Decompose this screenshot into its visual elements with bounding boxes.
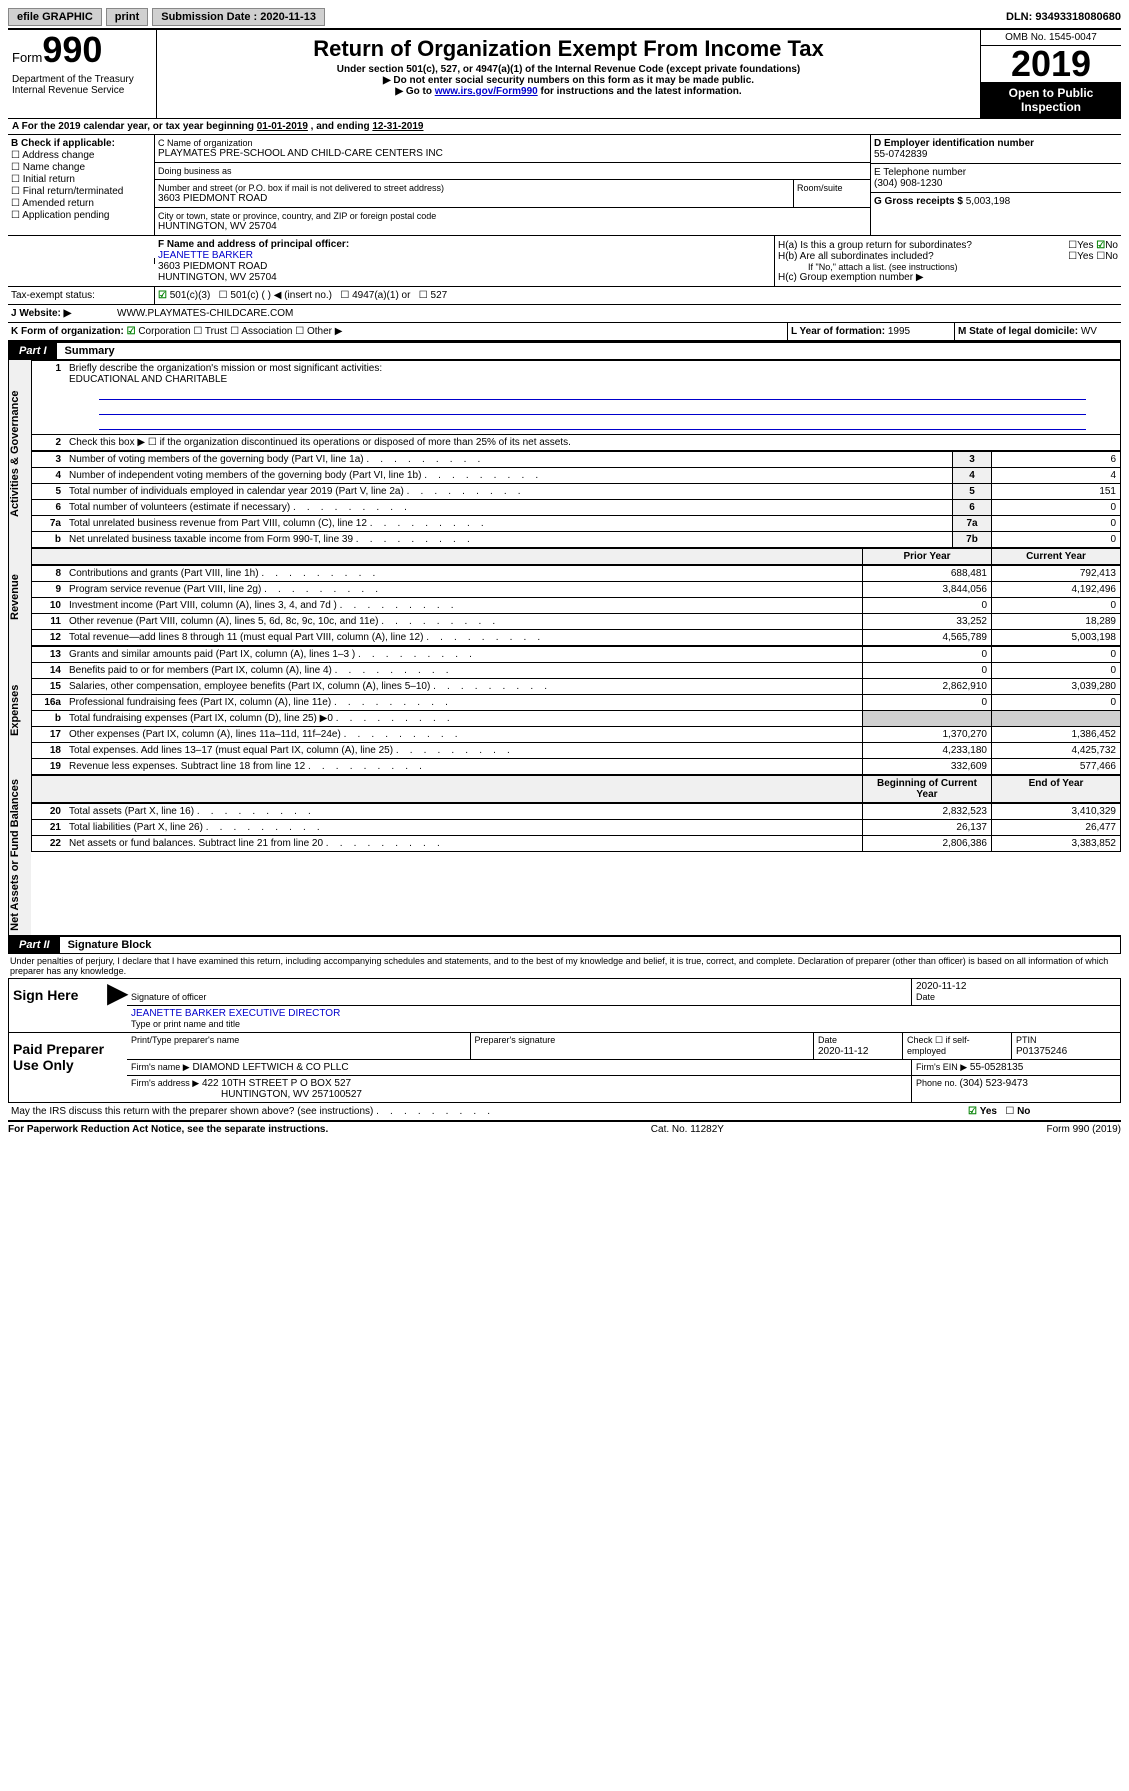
table-row: 21Total liabilities (Part X, line 26)26,… [32, 820, 1121, 836]
arrow-icon: ▶ [107, 979, 127, 1032]
table-row: 14Benefits paid to or for members (Part … [32, 663, 1121, 679]
h-b: H(b) Are all subordinates included? ☐Yes… [778, 251, 1118, 262]
table-row: 20Total assets (Part X, line 16)2,832,52… [32, 804, 1121, 820]
h-c: H(c) Group exemption number ▶ [778, 272, 1118, 283]
table-row: 11Other revenue (Part VIII, column (A), … [32, 614, 1121, 630]
phone: (304) 908-1230 [874, 178, 942, 189]
footer: For Paperwork Reduction Act Notice, see … [8, 1121, 1121, 1137]
officer-name: JEANETTE BARKER [158, 250, 253, 261]
tax-year: 2019 [981, 46, 1121, 82]
expenses-section: Expenses 13Grants and similar amounts pa… [8, 646, 1121, 775]
submission-date-button[interactable]: Submission Date : 2020-11-13 [152, 8, 325, 26]
box-f-h: F Name and address of principal officer:… [8, 236, 1121, 287]
sign-here-block: Sign Here ▶ Signature of officer 2020-11… [8, 978, 1121, 1033]
top-toolbar: efile GRAPHIC print Submission Date : 20… [8, 8, 1121, 30]
h-a: H(a) Is this a group return for subordin… [778, 240, 1118, 251]
activities-governance-section: Activities & Governance 1 Briefly descri… [8, 360, 1121, 548]
table-row: 7aTotal unrelated business revenue from … [32, 516, 1121, 532]
print-button[interactable]: print [106, 8, 148, 26]
penalty-statement: Under penalties of perjury, I declare th… [8, 954, 1121, 978]
box-d-e-g: D Employer identification number 55-0742… [871, 135, 1121, 235]
table-row: 4Number of independent voting members of… [32, 468, 1121, 484]
paid-preparer-block: Paid Preparer Use Only Print/Type prepar… [8, 1033, 1121, 1103]
revenue-section: Revenue Prior Year Current Year 8Contrib… [8, 548, 1121, 646]
tax-period: A For the 2019 calendar year, or tax yea… [8, 119, 1121, 135]
part-2-header: Part II Signature Block [8, 935, 1121, 954]
form-title: Return of Organization Exempt From Incom… [161, 36, 976, 62]
check-application-pending[interactable]: ☐ Application pending [11, 210, 151, 221]
net-assets-section: Net Assets or Fund Balances Beginning of… [8, 775, 1121, 935]
table-row: 15Salaries, other compensation, employee… [32, 679, 1121, 695]
firm-name: DIAMOND LEFTWICH & CO PLLC [192, 1062, 348, 1073]
table-row: 10Investment income (Part VIII, column (… [32, 598, 1121, 614]
form-header: Form990 Department of the Treasury Inter… [8, 30, 1121, 119]
table-row: 6Total number of volunteers (estimate if… [32, 500, 1121, 516]
table-row: 8Contributions and grants (Part VIII, li… [32, 566, 1121, 582]
table-row: 19Revenue less expenses. Subtract line 1… [32, 759, 1121, 775]
table-row: 16aProfessional fundraising fees (Part I… [32, 695, 1121, 711]
k-l-m-row: K Form of organization: ☑ Corporation ☐ … [8, 323, 1121, 341]
officer-name-title: JEANETTE BARKER EXECUTIVE DIRECTOR [131, 1008, 340, 1019]
tax-exempt-row: Tax-exempt status: ☑ 501(c)(3) ☐ 501(c) … [8, 287, 1121, 305]
department: Department of the Treasury Internal Reve… [12, 66, 152, 96]
table-row: 5Total number of individuals employed in… [32, 484, 1121, 500]
mission-text: EDUCATIONAL AND CHARITABLE [69, 374, 227, 385]
submission-date: 2020-11-13 [260, 11, 316, 23]
check-final-return[interactable]: ☐ Final return/terminated [11, 186, 151, 197]
table-row: 13Grants and similar amounts paid (Part … [32, 647, 1121, 663]
check-amended[interactable]: ☐ Amended return [11, 198, 151, 209]
table-row: 17Other expenses (Part IX, column (A), l… [32, 727, 1121, 743]
check-address-change[interactable]: ☐ Address change [11, 150, 151, 161]
table-row: 3Number of voting members of the governi… [32, 452, 1121, 468]
table-row: bNet unrelated business taxable income f… [32, 532, 1121, 548]
note-1: ▶ Do not enter social security numbers o… [161, 75, 976, 86]
form-number: Form990 [12, 34, 152, 66]
table-row: 9Program service revenue (Part VIII, lin… [32, 582, 1121, 598]
discuss-row: May the IRS discuss this return with the… [8, 1103, 1121, 1121]
form-subtitle: Under section 501(c), 527, or 4947(a)(1)… [161, 64, 976, 75]
check-initial-return[interactable]: ☐ Initial return [11, 174, 151, 185]
part-1-header: Part I Summary [8, 341, 1121, 360]
table-row: 18Total expenses. Add lines 13–17 (must … [32, 743, 1121, 759]
website-row: J Website: ▶ WWW.PLAYMATES-CHILDCARE.COM [8, 305, 1121, 323]
box-c: C Name of organization PLAYMATES PRE-SCH… [155, 135, 871, 235]
table-row: bTotal fundraising expenses (Part IX, co… [32, 711, 1121, 727]
org-name: PLAYMATES PRE-SCHOOL AND CHILD-CARE CENT… [158, 148, 867, 159]
check-name-change[interactable]: ☐ Name change [11, 162, 151, 173]
dln: DLN: 93493318080680 [1006, 11, 1121, 23]
submission-label: Submission Date : [161, 11, 260, 23]
note-2: ▶ Go to www.irs.gov/Form990 for instruct… [161, 86, 976, 97]
box-b: B Check if applicable: ☐ Address change … [8, 135, 155, 235]
table-row: 22Net assets or fund balances. Subtract … [32, 836, 1121, 852]
gross-receipts: 5,003,198 [966, 196, 1011, 207]
efile-button[interactable]: efile GRAPHIC [8, 8, 102, 26]
instructions-link[interactable]: www.irs.gov/Form990 [435, 86, 538, 97]
table-row: 12Total revenue—add lines 8 through 11 (… [32, 630, 1121, 646]
open-to-public: Open to Public Inspection [981, 82, 1121, 118]
org-city: HUNTINGTON, WV 25704 [158, 221, 867, 232]
website-value: WWW.PLAYMATES-CHILDCARE.COM [114, 305, 296, 322]
ein: 55-0742839 [874, 149, 927, 160]
info-grid: B Check if applicable: ☐ Address change … [8, 135, 1121, 236]
org-street: 3603 PIEDMONT ROAD [158, 193, 790, 204]
